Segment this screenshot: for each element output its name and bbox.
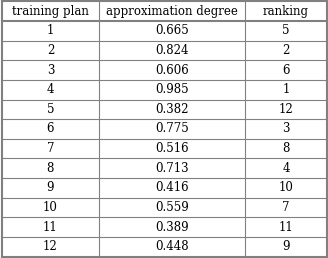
Text: 0.416: 0.416 [155,181,189,194]
Text: 2: 2 [47,44,54,57]
Text: 1: 1 [282,83,290,96]
Text: 4: 4 [282,162,290,175]
Text: 4: 4 [47,83,54,96]
Text: 7: 7 [47,142,54,155]
Text: 0.516: 0.516 [155,142,189,155]
Text: 0.824: 0.824 [155,44,189,57]
Text: 11: 11 [278,221,293,234]
Text: 0.713: 0.713 [155,162,189,175]
Text: 3: 3 [282,123,290,135]
Text: 0.775: 0.775 [155,123,189,135]
Text: ranking: ranking [263,5,309,18]
Text: approximation degree: approximation degree [106,5,238,18]
Text: 2: 2 [282,44,290,57]
Text: 0.985: 0.985 [155,83,189,96]
Text: 9: 9 [47,181,54,194]
Text: 9: 9 [282,240,290,253]
Text: 10: 10 [43,201,58,214]
Text: 1: 1 [47,24,54,37]
Text: 0.606: 0.606 [155,64,189,77]
Text: training plan: training plan [12,5,89,18]
Text: 6: 6 [47,123,54,135]
Text: 0.448: 0.448 [155,240,189,253]
Text: 8: 8 [47,162,54,175]
Text: 12: 12 [278,103,293,116]
Text: 12: 12 [43,240,58,253]
Text: 0.382: 0.382 [155,103,189,116]
Text: 0.559: 0.559 [155,201,189,214]
Text: 0.665: 0.665 [155,24,189,37]
Text: 5: 5 [47,103,54,116]
Text: 8: 8 [282,142,290,155]
Text: 0.389: 0.389 [155,221,189,234]
Text: 7: 7 [282,201,290,214]
Text: 6: 6 [282,64,290,77]
Text: 5: 5 [282,24,290,37]
Text: 10: 10 [278,181,294,194]
Text: 11: 11 [43,221,58,234]
Text: 3: 3 [47,64,54,77]
